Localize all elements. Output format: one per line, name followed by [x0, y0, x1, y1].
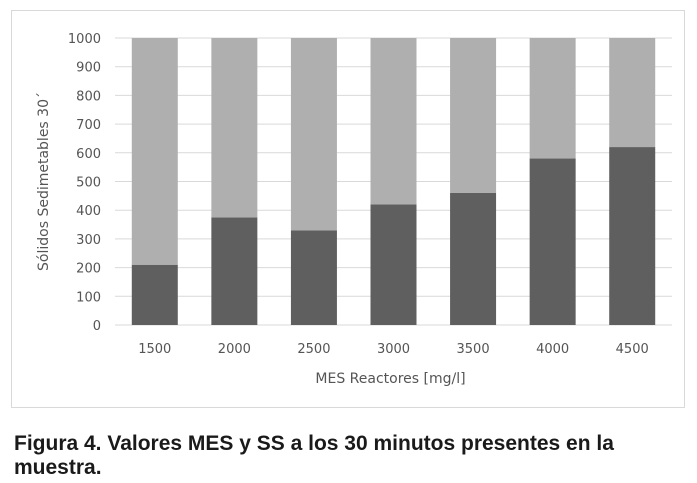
- x-tick-label: 4000: [536, 342, 569, 357]
- y-tick-label: 300: [76, 233, 101, 248]
- y-tick-label: 100: [76, 290, 101, 305]
- bar-segment-upper-4000: [529, 38, 576, 159]
- bar-segment-lower-4500: [609, 147, 656, 325]
- y-tick-label: 900: [76, 61, 101, 76]
- bar-segment-lower-1500: [131, 264, 178, 325]
- x-tick-label: 3500: [457, 342, 490, 357]
- y-tick-label: 600: [76, 147, 101, 162]
- y-tick-label: 800: [76, 89, 101, 104]
- stacked-bar-chart: 0 100 200 300 400 500 600 700 800 900 1000 1500 200…: [36, 32, 672, 387]
- x-tick-label: 3000: [377, 342, 410, 357]
- y-axis-ticks: 0 100 200 300 400 500 600 700 800 900 1000: [68, 32, 101, 334]
- bar-segment-upper-2000: [211, 38, 258, 218]
- bar-segment-lower-3000: [370, 204, 417, 325]
- y-axis-title: Sólidos Sedimetables 30´: [36, 92, 52, 271]
- y-tick-label: 200: [76, 262, 101, 277]
- bar-segment-upper-3000: [370, 38, 417, 205]
- bar-segment-upper-2500: [290, 38, 337, 231]
- y-tick-label: 1000: [68, 32, 101, 47]
- bar-segment-lower-4000: [529, 158, 576, 325]
- x-tick-label: 2500: [297, 342, 330, 357]
- y-tick-label: 700: [76, 118, 101, 133]
- x-axis-title: MES Reactores [mg/l]: [315, 371, 465, 387]
- x-tick-label: 2000: [218, 342, 251, 357]
- bar-segment-lower-3500: [450, 192, 497, 325]
- y-tick-label: 0: [93, 319, 101, 334]
- bar-segment-upper-1500: [131, 38, 178, 265]
- x-axis-ticks: 1500 2000 2500 3000 3500 4000 4500: [138, 342, 649, 357]
- x-tick-label: 1500: [138, 342, 171, 357]
- y-tick-label: 500: [76, 176, 101, 191]
- bar-segment-lower-2000: [211, 217, 258, 325]
- chart-frame: 0 100 200 300 400 500 600 700 800 900 1000 1500 200…: [11, 10, 685, 408]
- figure-caption: Figura 4. Valores MES y SS a los 30 minu…: [14, 432, 614, 479]
- x-tick-label: 4500: [616, 342, 649, 357]
- bars: [131, 38, 656, 325]
- y-tick-label: 400: [76, 204, 101, 219]
- bar-segment-upper-4500: [609, 38, 656, 148]
- bar-segment-lower-2500: [290, 230, 337, 325]
- bar-segment-upper-3500: [450, 38, 497, 193]
